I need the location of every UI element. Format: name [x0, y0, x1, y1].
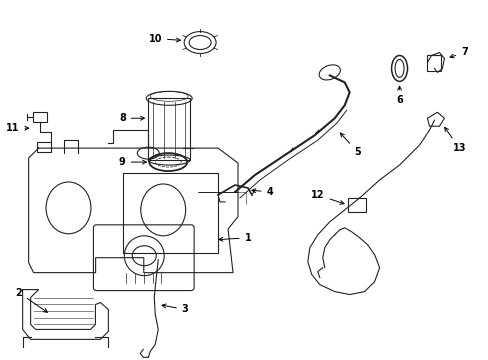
Text: 11: 11 [6, 123, 29, 133]
Text: 12: 12 [310, 190, 344, 204]
Text: 9: 9 [119, 157, 146, 167]
Text: 6: 6 [395, 86, 402, 105]
Text: 3: 3 [162, 304, 188, 315]
Bar [123, 173, 218, 253]
Text: 13: 13 [444, 127, 465, 153]
Text: 7: 7 [449, 48, 467, 58]
Text: 2: 2 [15, 288, 47, 312]
Text: 10: 10 [148, 33, 180, 44]
Text: 1: 1 [219, 233, 251, 243]
Bar [347, 198, 365, 212]
Bar [33, 112, 46, 122]
Bar [148, 98, 190, 160]
Text: 4: 4 [251, 187, 273, 197]
Text: 8: 8 [119, 113, 144, 123]
Text: 5: 5 [340, 133, 360, 157]
Bar [37, 142, 50, 152]
Bar [427, 55, 441, 71]
